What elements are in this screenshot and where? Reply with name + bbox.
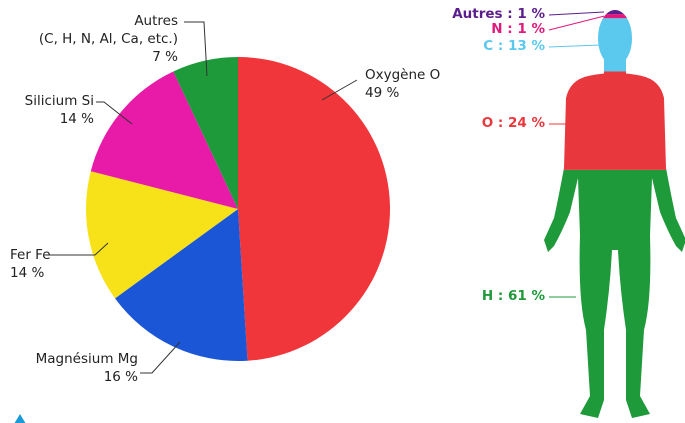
- category-label: Magnésium Mg: [36, 351, 138, 367]
- body-figure: [520, 10, 685, 420]
- value-label: H : 61 %: [405, 288, 545, 304]
- pie-label: Autres (C, H, N, Al, Ca, etc.) 7 %: [6, 12, 178, 66]
- value-label: O : 24 %: [405, 115, 545, 131]
- value-label: N : 1 %: [405, 21, 545, 37]
- value-label: C : 13 %: [405, 38, 545, 54]
- category-label: Autres (C, H, N, Al, Ca, etc.): [39, 13, 178, 47]
- value-label: Autres : 1 %: [405, 6, 545, 22]
- value-label: 14 %: [10, 265, 44, 281]
- pie-label: Oxygène O 49 %: [365, 66, 440, 102]
- category-label: Fer Fe: [10, 247, 51, 263]
- pie-label: Magnésium Mg 16 %: [10, 350, 138, 386]
- value-label: 14 %: [60, 111, 94, 127]
- arrow-icon: [14, 414, 26, 423]
- value-label: 16 %: [104, 369, 138, 385]
- category-label: Oxygène O: [365, 67, 440, 83]
- figure: Oxygène O 49 % Magnésium Mg 16 % Fer Fe 14…: [0, 0, 685, 423]
- leader-line: [549, 45, 604, 47]
- leader-line: [549, 16, 604, 30]
- value-label: 49 %: [365, 85, 399, 101]
- leader-line: [549, 12, 604, 15]
- value-label: 7 %: [152, 49, 178, 65]
- pie-slice: [238, 57, 390, 361]
- pie-label: Silicium Si 14 %: [10, 92, 94, 128]
- category-label: Silicium Si: [25, 93, 94, 109]
- pie-label: Fer Fe 14 %: [10, 246, 51, 282]
